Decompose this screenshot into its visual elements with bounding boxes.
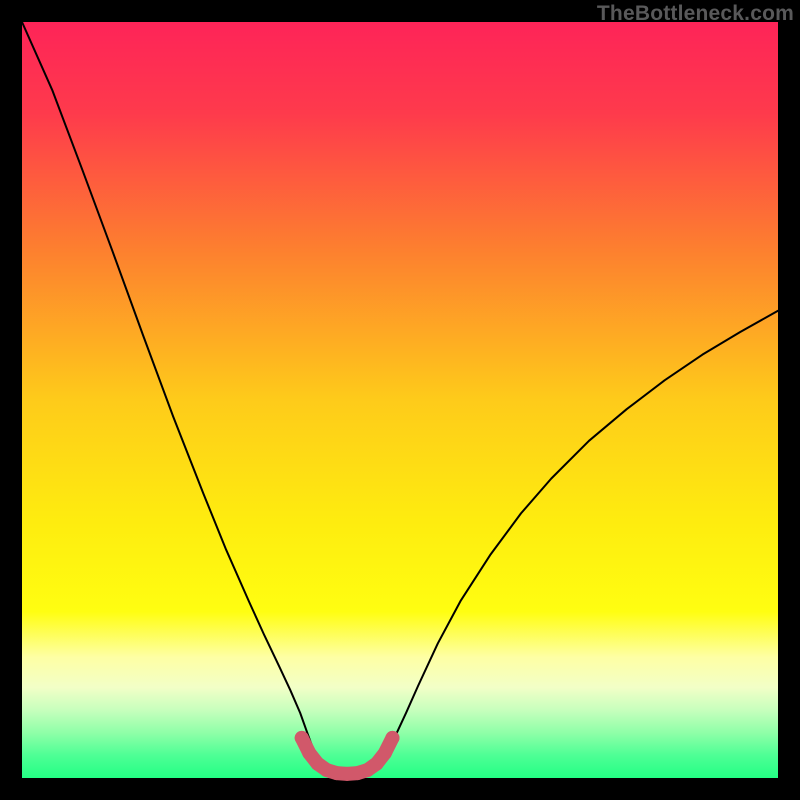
bottleneck-chart-svg (0, 0, 800, 800)
watermark-text: TheBottleneck.com (597, 2, 794, 26)
chart-stage: TheBottleneck.com (0, 0, 800, 800)
